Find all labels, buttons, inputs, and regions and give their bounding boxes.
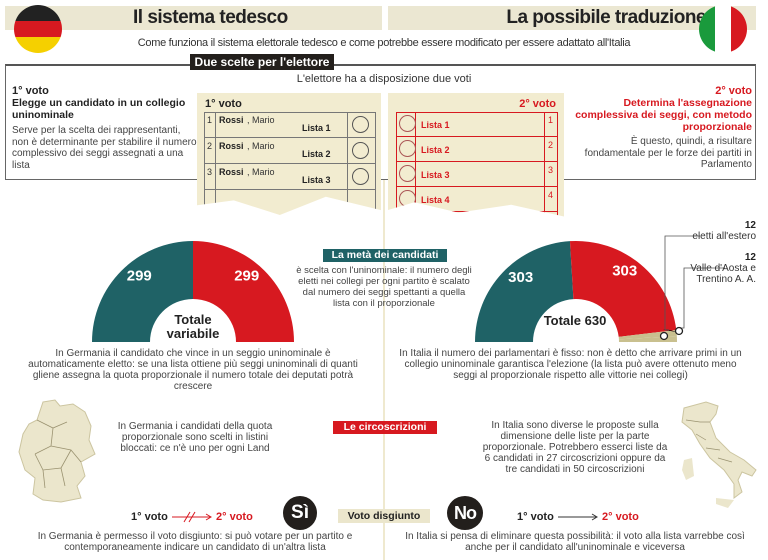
annot-estero: 12 eletti all'estero [650, 220, 756, 242]
first-vote-text: Serve per la scelta dei rappresentanti, … [12, 125, 197, 171]
list-name: Lista 2 [302, 149, 331, 159]
italy-center-label: Totale 630 [543, 313, 607, 328]
row-number: 2 [207, 141, 213, 151]
italy-map-icon [681, 401, 757, 508]
italy-second-vote: 2° voto [602, 511, 639, 523]
germany-chart-slice [92, 241, 193, 342]
ballot2-heading: 2° voto [519, 98, 556, 110]
list-name: Lista 1 [302, 123, 331, 133]
second-vote-heading: 2° voto [715, 85, 752, 97]
candidate-name: , Mario [247, 167, 275, 177]
italy-chart-value-label: 303 [508, 269, 533, 286]
italy-first-vote: 1° voto [517, 511, 554, 523]
half-text: è scelta con l'uninominale: il numero de… [296, 265, 472, 309]
ballot1-row: 3 Rossi , Mario Lista 3 [204, 164, 376, 190]
germany-chart-caption: In Germania il candidato che vince in un… [28, 348, 358, 392]
list-name: Lista 4 [421, 195, 450, 205]
vote-circle[interactable] [399, 140, 416, 157]
row-number: 1 [548, 115, 554, 125]
candidate-surname: Rossi [219, 141, 244, 151]
vote-circle[interactable] [352, 168, 369, 185]
second-vote-text: È questo, quindi, a risultare fondamenta… [584, 136, 752, 170]
italy-chart-caption: In Italia il numero dei parlamentari è f… [399, 348, 742, 381]
arrow-icon [558, 513, 598, 521]
first-vote-heading: 1° voto [12, 85, 49, 97]
ballot-first-vote: 1° voto 1 Rossi , Mario Lista 1 2 Rossi … [197, 93, 381, 215]
half-label: La metà dei candidati [323, 249, 447, 262]
annot-valle: 12 Valle d'Aosta e Trentino A. A. [680, 252, 756, 285]
annot-estero-label: eletti all'estero [692, 231, 756, 242]
first-vote-desc: 1° voto Elegge un candidato in un colleg… [12, 85, 197, 171]
italy-split-text: In Italia si pensa di eliminare questa p… [405, 531, 745, 553]
annot-valle-label: Valle d'Aosta e Trentino A. A. [690, 263, 756, 285]
row-number: 3 [548, 165, 554, 175]
section-label-votes: Due scelte per l'elettore [190, 54, 334, 70]
annot-estero-leader [664, 235, 700, 331]
right-title: La possibile traduzione [388, 6, 756, 30]
ballot1-row: 2 Rossi , Mario Lista 2 [204, 138, 376, 164]
germany-first-vote: 1° voto [131, 511, 168, 523]
row-number: 2 [548, 140, 554, 150]
second-vote-desc: 2° voto Determina l'assegnazione comples… [568, 85, 752, 171]
annot-dot-valle [659, 331, 669, 341]
annot-dot-estero [674, 326, 684, 336]
center-divider [383, 180, 385, 560]
first-vote-title: Elegge un candidato in un collegio unino… [12, 97, 186, 121]
list-name: Lista 2 [421, 145, 450, 155]
italy-flag-icon [699, 5, 747, 53]
italy-chart-value-label: 303 [612, 263, 637, 280]
split-vote-label: Voto disgiunto [338, 509, 430, 523]
germany-split-text: In Germania è permesso il voto disgiunto… [37, 531, 353, 553]
vote-circle[interactable] [399, 165, 416, 182]
row-number: 1 [207, 115, 213, 125]
italy-chart-slice [475, 241, 574, 342]
vote-circle[interactable] [352, 142, 369, 159]
italy-districts-text: In Italia sono diverse le proposte sulla… [482, 420, 668, 475]
ballot2-row: Lista 2 2 [396, 137, 558, 162]
ballot-second-vote: 2° voto Lista 1 1 Lista 2 2 Lista 3 3 Li… [388, 93, 564, 217]
ballot1-heading: 1° voto [205, 98, 242, 110]
row-number: 4 [548, 190, 554, 200]
annot-valle-value: 12 [744, 252, 756, 263]
districts-label: Le circoscrizioni [333, 421, 437, 434]
list-name: Lista 1 [421, 120, 450, 130]
annot-valle-leader [680, 267, 725, 329]
candidate-surname: Rossi [219, 115, 244, 125]
list-name: Lista 3 [421, 170, 450, 180]
votes-intro: L'elettore ha a disposizione due voti [296, 73, 472, 85]
germany-center-label: Totale variabile [166, 312, 220, 341]
list-name: Lista 3 [302, 175, 331, 185]
germany-chart-value-label: 299 [127, 267, 152, 284]
candidate-name: , Mario [247, 141, 275, 151]
germany-chart-value-label: 299 [234, 267, 259, 284]
no-badge: No [447, 496, 483, 530]
candidate-name: , Mario [247, 115, 275, 125]
broken-arrow-icon [172, 511, 212, 523]
ballot2-row: Lista 1 1 [396, 112, 558, 137]
germany-map-icon [18, 399, 96, 503]
subtitle: Come funziona il sistema elettorale tede… [137, 37, 631, 49]
ballot1-row: 1 Rossi , Mario Lista 1 [204, 112, 376, 138]
germany-flag-icon [14, 5, 62, 53]
row-number: 3 [207, 167, 213, 177]
ballot2-row: Lista 3 3 [396, 162, 558, 187]
annot-estero-value: 12 [744, 220, 756, 231]
left-title: Il sistema tedesco [5, 6, 382, 30]
candidate-surname: Rossi [219, 167, 244, 177]
vote-circle[interactable] [399, 115, 416, 132]
germany-chart-slice [193, 241, 294, 342]
germany-second-vote: 2° voto [216, 511, 253, 523]
germany-districts-text: In Germania i candidati della quota prop… [117, 421, 273, 454]
italy-chart-slice [569, 241, 677, 337]
yes-badge: Sì [283, 496, 317, 530]
vote-circle[interactable] [352, 116, 369, 133]
second-vote-title: Determina l'assegnazione complessiva dei… [575, 97, 752, 133]
